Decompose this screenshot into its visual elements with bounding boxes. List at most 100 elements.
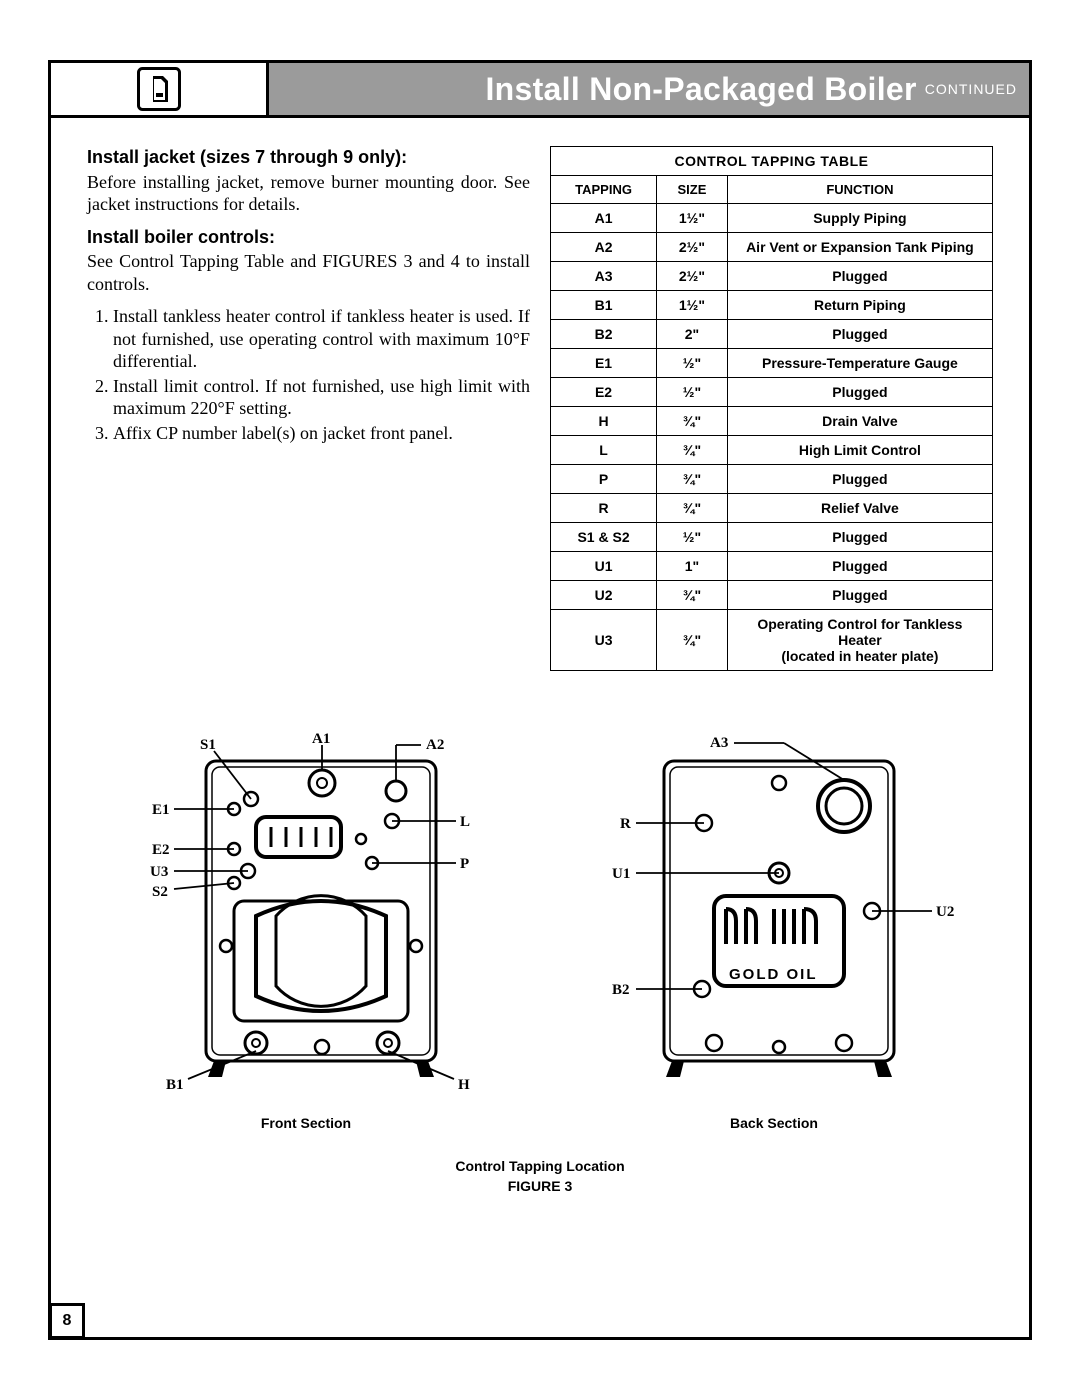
right-column: CONTROL TAPPING TABLE TAPPING SIZE FUNCT…: [550, 146, 993, 671]
table-row: A22½"Air Vent or Expansion Tank Piping: [551, 233, 993, 262]
table-header-size: SIZE: [657, 176, 728, 204]
table-cell-function: Plugged: [727, 465, 992, 494]
table-cell-tapping: E2: [551, 378, 657, 407]
logo-text: GOLD OIL: [729, 966, 818, 983]
table-cell-tapping: A1: [551, 204, 657, 233]
page-number: 8: [49, 1303, 85, 1339]
table-row: A32½"Plugged: [551, 262, 993, 291]
table-row: L¾"High Limit Control: [551, 436, 993, 465]
table-row: A11½"Supply Piping: [551, 204, 993, 233]
table-cell-tapping: A2: [551, 233, 657, 262]
table-cell-size: 1½": [657, 291, 728, 320]
table-cell-function: Plugged: [727, 320, 992, 349]
step-item: Install tankless heater control if tankl…: [113, 305, 530, 373]
table-cell-size: ¾": [657, 436, 728, 465]
table-row: E1½"Pressure-Temperature Gauge: [551, 349, 993, 378]
header-icon-box: [51, 63, 269, 115]
heading-install-controls: Install boiler controls:: [87, 226, 530, 249]
table-cell-size: ¾": [657, 494, 728, 523]
table-title: CONTROL TAPPING TABLE: [551, 147, 993, 176]
table-cell-function: Drain Valve: [727, 407, 992, 436]
table-cell-size: 2": [657, 320, 728, 349]
para-jacket: Before installing jacket, remove burner …: [87, 171, 530, 216]
table-row: E2½"Plugged: [551, 378, 993, 407]
callout-s2: S2: [152, 884, 168, 900]
table-row: P¾"Plugged: [551, 465, 993, 494]
table-cell-function: Air Vent or Expansion Tank Piping: [727, 233, 992, 262]
front-section-label: Front Section: [261, 1115, 351, 1131]
front-section-diagram: S1 A1 A2 E1 L E2 P U3 S2 B1 H: [96, 721, 516, 1101]
table-row: U3¾"Operating Control for Tankless Heate…: [551, 610, 993, 671]
table-cell-function: Plugged: [727, 523, 992, 552]
callout-s1: S1: [200, 737, 216, 753]
table-row: B11½"Return Piping: [551, 291, 993, 320]
para-controls: See Control Tapping Table and FIGURES 3 …: [87, 250, 530, 295]
table-cell-size: 1½": [657, 204, 728, 233]
figures-row: S1 A1 A2 E1 L E2 P U3 S2 B1 H Front Sect…: [51, 671, 1029, 1131]
table-cell-tapping: B1: [551, 291, 657, 320]
steps-list: Install tankless heater control if tankl…: [87, 305, 530, 444]
header-band: Install Non-Packaged Boiler CONTINUED: [51, 63, 1029, 118]
table-cell-tapping: R: [551, 494, 657, 523]
header-title: Install Non-Packaged Boiler CONTINUED: [269, 63, 1029, 115]
table-cell-size: ¾": [657, 465, 728, 494]
table-cell-function: Plugged: [727, 581, 992, 610]
table-cell-tapping: A3: [551, 262, 657, 291]
table-cell-function: Plugged: [727, 378, 992, 407]
table-cell-function: Return Piping: [727, 291, 992, 320]
heading-install-jacket: Install jacket (sizes 7 through 9 only):: [87, 146, 530, 169]
table-cell-tapping: E1: [551, 349, 657, 378]
callout-h: H: [458, 1077, 470, 1093]
table-cell-function: High Limit Control: [727, 436, 992, 465]
step-item: Install limit control. If not furnished,…: [113, 375, 530, 420]
table-cell-tapping: S1 & S2: [551, 523, 657, 552]
table-cell-size: ½": [657, 349, 728, 378]
table-cell-function: Relief Valve: [727, 494, 992, 523]
table-cell-size: ¾": [657, 407, 728, 436]
figure-caption: Control Tapping Location FIGURE 3: [51, 1157, 1029, 1196]
front-section-figure: S1 A1 A2 E1 L E2 P U3 S2 B1 H Front Sect…: [87, 721, 525, 1131]
table-cell-function: Plugged: [727, 552, 992, 581]
table-row: U2¾"Plugged: [551, 581, 993, 610]
left-column: Install jacket (sizes 7 through 9 only):…: [87, 146, 530, 671]
header-title-suffix: CONTINUED: [925, 81, 1017, 97]
table-cell-size: 2½": [657, 233, 728, 262]
manual-icon: [137, 67, 181, 111]
back-section-figure: GOLD OIL A3 R U1 U2: [555, 721, 993, 1131]
table-cell-size: ¾": [657, 610, 728, 671]
table-cell-size: ½": [657, 523, 728, 552]
table-cell-size: 1": [657, 552, 728, 581]
figure-caption-line2: FIGURE 3: [508, 1178, 573, 1194]
callout-a3: A3: [710, 735, 728, 751]
callout-b1: B1: [166, 1077, 184, 1093]
content-columns: Install jacket (sizes 7 through 9 only):…: [51, 118, 1029, 671]
control-tapping-table: CONTROL TAPPING TABLE TAPPING SIZE FUNCT…: [550, 146, 993, 671]
table-cell-size: ½": [657, 378, 728, 407]
table-cell-size: 2½": [657, 262, 728, 291]
table-cell-tapping: U2: [551, 581, 657, 610]
table-cell-tapping: P: [551, 465, 657, 494]
callout-r: R: [620, 816, 631, 832]
table-row: R¾"Relief Valve: [551, 494, 993, 523]
page-frame: Install Non-Packaged Boiler CONTINUED In…: [48, 60, 1032, 1340]
callout-u2: U2: [936, 904, 954, 920]
table-cell-tapping: L: [551, 436, 657, 465]
callout-p: P: [460, 856, 469, 872]
table-cell-tapping: U3: [551, 610, 657, 671]
table-row: H¾"Drain Valve: [551, 407, 993, 436]
back-section-label: Back Section: [730, 1115, 818, 1131]
back-section-diagram: GOLD OIL A3 R U1 U2: [564, 721, 984, 1101]
step-item: Affix CP number label(s) on jacket front…: [113, 422, 530, 445]
callout-a2: A2: [426, 737, 444, 753]
table-cell-tapping: H: [551, 407, 657, 436]
table-cell-function: Plugged: [727, 262, 992, 291]
callout-u3: U3: [150, 864, 168, 880]
header-title-main: Install Non-Packaged Boiler: [485, 71, 916, 108]
table-row: S1 & S2½"Plugged: [551, 523, 993, 552]
callout-b2: B2: [612, 982, 630, 998]
figure-caption-line1: Control Tapping Location: [455, 1158, 624, 1174]
table-cell-size: ¾": [657, 581, 728, 610]
callout-l: L: [460, 814, 470, 830]
table-cell-tapping: U1: [551, 552, 657, 581]
table-cell-function: Supply Piping: [727, 204, 992, 233]
